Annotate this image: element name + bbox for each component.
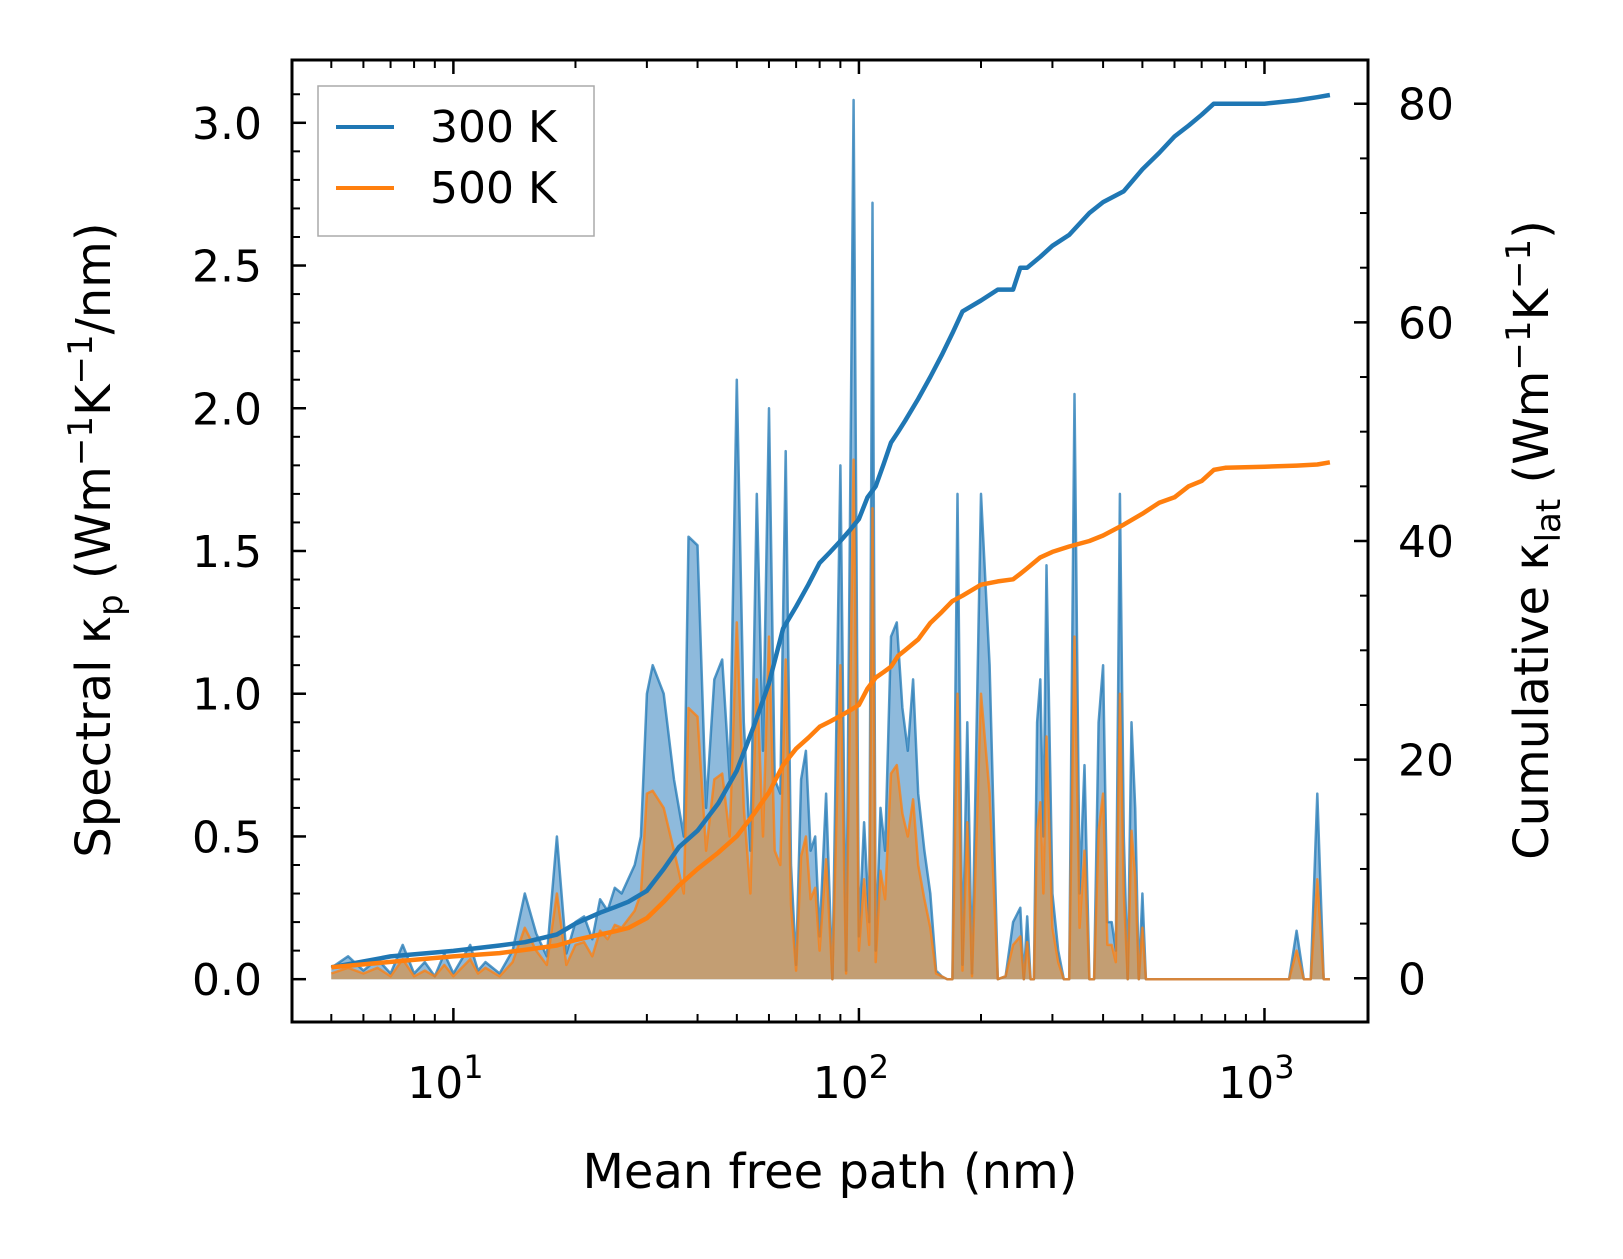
y-left-title-units-mid: K — [66, 383, 122, 416]
y-right-title-units-open: (Wm — [1504, 371, 1560, 499]
y-left-tick-label: 0.5 — [192, 812, 262, 863]
y-left-title-sup1: −1 — [61, 416, 101, 466]
y-left-tick-label: 2.5 — [192, 242, 262, 293]
y-left-title-units-close: /nm) — [66, 222, 122, 334]
y-right-title-sub: lat — [1529, 499, 1569, 543]
x-tick-label-exponent: 2 — [869, 1048, 889, 1086]
y-left-tick-label: 2.0 — [192, 384, 262, 435]
y-right-axis-title: Cumulative κlat (Wm−1K−1) — [1499, 220, 1569, 860]
legend-box — [317, 85, 595, 237]
x-tick-label-base: 10 — [1218, 1058, 1274, 1109]
x-tick-label-exponent: 1 — [463, 1048, 483, 1086]
x-tick-label-exponent: 3 — [1274, 1048, 1294, 1086]
y-right-tick-label: 60 — [1398, 298, 1454, 349]
x-tick-label: 102 — [813, 1048, 889, 1109]
x-axis-title: Mean free path (nm) — [583, 1144, 1078, 1200]
y-right-title-units-mid: K — [1504, 287, 1560, 320]
x-tick-label: 101 — [407, 1048, 483, 1109]
y-right-tick-label: 80 — [1398, 80, 1454, 131]
x-tick-label-base: 10 — [407, 1058, 463, 1109]
axis-ticks — [291, 60, 1368, 1022]
y-right-title-sup2: −1 — [1499, 239, 1539, 289]
x-tick-label-base: 10 — [813, 1058, 869, 1109]
legend-label-500k: 500 K — [430, 163, 558, 214]
y-right-title-prefix: Cumulative κ — [1504, 542, 1560, 860]
y-right-tick-label: 40 — [1398, 517, 1454, 568]
x-tick-label: 103 — [1218, 1048, 1294, 1109]
cumulative-line-layer — [330, 92, 1331, 970]
y-left-tick-label: 0.0 — [192, 955, 262, 1006]
spectral-line-500k — [330, 458, 1330, 981]
y-left-title-sup2: −1 — [61, 334, 101, 384]
spectral-line-layer — [330, 98, 1330, 981]
y-right-title-units-close: ) — [1504, 220, 1560, 239]
y-left-axis-title: Spectral κp (Wm−1K−1/nm) — [61, 222, 131, 857]
y-right-tick-label: 0 — [1398, 954, 1426, 1005]
y-right-tick-label: 20 — [1398, 736, 1454, 787]
y-right-title-sup1: −1 — [1499, 320, 1539, 370]
cumulative-line-500k — [331, 460, 1331, 970]
y-left-tick-label: 3.0 — [192, 99, 262, 150]
cumulative-line-300k — [330, 92, 1331, 970]
y-left-title-prefix: Spectral κ — [66, 616, 122, 858]
y-left-tick-label: 1.0 — [192, 670, 262, 721]
legend: 300 K 500 K — [317, 85, 595, 237]
y-left-title-sub: p — [91, 594, 131, 616]
y-left-tick-label: 1.5 — [192, 527, 262, 578]
y-left-title-units-open: (Wm — [66, 466, 122, 594]
legend-label-300k: 300 K — [430, 102, 558, 153]
